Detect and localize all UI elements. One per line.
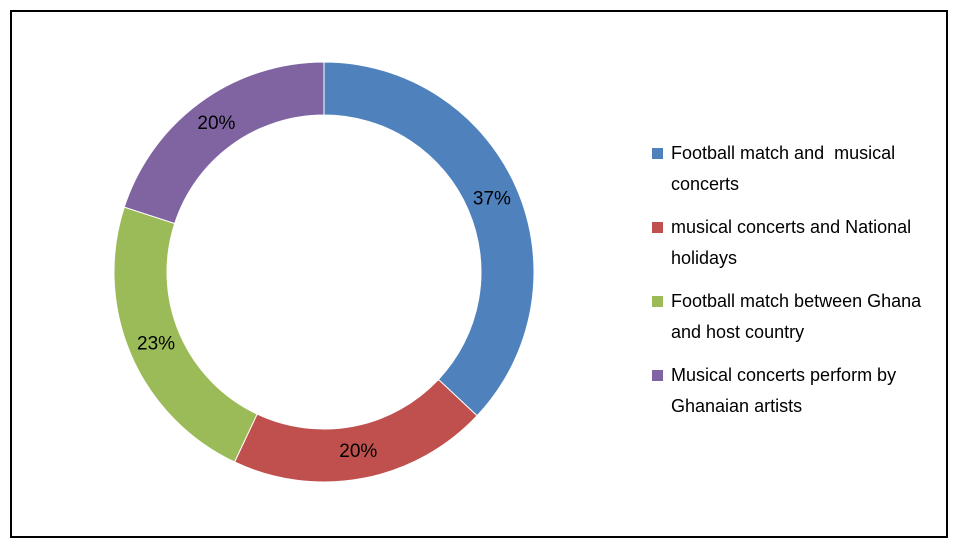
legend-item: Musical concerts perform by Ghanaian art… [652,360,946,422]
legend-label: Football match between Ghana and host co… [671,291,927,342]
legend: Football match and musical concerts music… [652,138,952,434]
donut-slice [123,61,325,225]
data-label: 20% [197,113,235,134]
legend-item: Football match and musical concerts [652,138,946,200]
data-label: 37% [473,188,511,209]
legend-item: musical concerts and National holidays [652,212,946,274]
data-label: 23% [137,334,175,355]
donut-slice [233,378,478,483]
legend-swatch [652,370,663,381]
donut-slice [323,61,535,417]
legend-item: Football match between Ghana and host co… [652,286,946,348]
legend-swatch [652,296,663,307]
legend-label: Football match and musical concerts [671,143,901,194]
legend-label: Musical concerts perform by Ghanaian art… [671,365,902,416]
donut-slice [113,206,258,463]
data-label: 20% [339,441,377,462]
legend-swatch [652,222,663,233]
legend-label: musical concerts and National holidays [671,217,917,268]
legend-swatch [652,148,663,159]
